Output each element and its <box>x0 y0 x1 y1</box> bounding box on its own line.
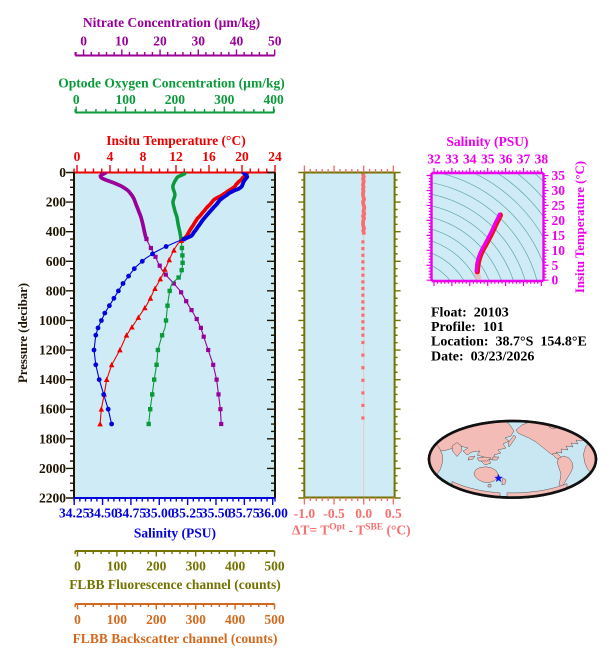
svg-text:Nitrate Concentration (µm/kg): Nitrate Concentration (µm/kg) <box>83 15 260 30</box>
svg-text:400: 400 <box>225 559 246 574</box>
svg-text:800: 800 <box>46 283 67 298</box>
svg-text:33: 33 <box>445 152 459 167</box>
svg-text:20: 20 <box>235 149 249 164</box>
svg-text:Location: 38.7°S 154.8°E: Location: 38.7°S 154.8°E <box>431 335 587 350</box>
svg-text:ΔT= TOpt - TSBE (°C): ΔT= TOpt - TSBE (°C) <box>292 523 411 538</box>
svg-text:12: 12 <box>169 149 183 164</box>
svg-text:Salinity (PSU): Salinity (PSU) <box>446 134 528 149</box>
svg-text:FLBB Fluorescence channel (cou: FLBB Fluorescence channel (counts) <box>69 577 281 592</box>
svg-text:400: 400 <box>263 92 284 107</box>
svg-text:35.75: 35.75 <box>229 506 260 521</box>
svg-text:100: 100 <box>115 92 136 107</box>
svg-text:35: 35 <box>552 168 566 183</box>
svg-text:35.00: 35.00 <box>144 506 175 521</box>
svg-text:36: 36 <box>499 152 513 167</box>
svg-text:5: 5 <box>552 258 559 273</box>
svg-text:35: 35 <box>481 152 495 167</box>
svg-text:0: 0 <box>59 165 66 180</box>
svg-text:20: 20 <box>153 34 167 49</box>
svg-text:24: 24 <box>268 149 282 164</box>
svg-text:100: 100 <box>107 559 128 574</box>
svg-text:1000: 1000 <box>39 313 66 328</box>
svg-text:4: 4 <box>107 149 114 164</box>
svg-text:0.0: 0.0 <box>355 506 372 521</box>
svg-text:0: 0 <box>552 273 559 288</box>
svg-text:500: 500 <box>264 612 285 627</box>
svg-text:FLBB Backscatter channel (coun: FLBB Backscatter channel (counts) <box>73 631 278 646</box>
svg-text:300: 300 <box>186 612 207 627</box>
svg-text:38: 38 <box>535 152 549 167</box>
svg-text:34: 34 <box>463 152 477 167</box>
svg-text:2000: 2000 <box>39 461 66 476</box>
svg-text:10: 10 <box>115 34 129 49</box>
svg-text:1800: 1800 <box>39 431 66 446</box>
svg-text:200: 200 <box>46 195 67 210</box>
svg-text:300: 300 <box>186 559 207 574</box>
svg-text:Optode Oxygen Concentration (µ: Optode Oxygen Concentration (µm/kg) <box>58 76 284 91</box>
svg-text:37: 37 <box>517 152 531 167</box>
svg-text:Profile: 101: Profile: 101 <box>431 320 504 335</box>
svg-text:2200: 2200 <box>39 491 66 506</box>
svg-text:25: 25 <box>552 198 566 213</box>
svg-text:Date: 03/23/2026: Date: 03/23/2026 <box>431 349 534 364</box>
svg-text:35.25: 35.25 <box>172 506 203 521</box>
svg-text:30: 30 <box>552 183 566 198</box>
svg-text:Salinity (PSU): Salinity (PSU) <box>134 526 216 541</box>
svg-text:Pressure (decibar): Pressure (decibar) <box>16 283 30 383</box>
svg-text:30: 30 <box>192 34 206 49</box>
svg-text:Float: 20103: Float: 20103 <box>431 306 509 321</box>
svg-text:0: 0 <box>74 559 81 574</box>
svg-text:0.5: 0.5 <box>385 506 402 521</box>
svg-text:200: 200 <box>165 92 186 107</box>
svg-text:32: 32 <box>427 152 441 167</box>
svg-text:400: 400 <box>46 224 67 239</box>
svg-text:200: 200 <box>146 612 167 627</box>
svg-text:Insitu Temperature (°C): Insitu Temperature (°C) <box>106 133 245 148</box>
svg-text:34.50: 34.50 <box>87 506 118 521</box>
svg-text:34.25: 34.25 <box>59 506 90 521</box>
svg-text:0: 0 <box>80 34 87 49</box>
svg-text:0: 0 <box>73 92 80 107</box>
svg-text:15: 15 <box>552 228 566 243</box>
svg-text:0: 0 <box>74 612 81 627</box>
svg-text:40: 40 <box>230 34 244 49</box>
svg-text:1400: 1400 <box>39 372 66 387</box>
svg-text:34.75: 34.75 <box>116 506 147 521</box>
svg-text:600: 600 <box>46 254 67 269</box>
svg-text:8: 8 <box>140 149 147 164</box>
svg-text:-0.5: -0.5 <box>323 506 345 521</box>
svg-text:35.50: 35.50 <box>201 506 232 521</box>
svg-text:16: 16 <box>202 149 216 164</box>
svg-text:36.00: 36.00 <box>258 506 289 521</box>
svg-text:50: 50 <box>268 34 282 49</box>
svg-text:500: 500 <box>264 559 285 574</box>
svg-text:Insitu Temperature (°C): Insitu Temperature (°C) <box>573 161 587 293</box>
svg-text:20: 20 <box>552 213 566 228</box>
svg-text:-1.0: -1.0 <box>294 506 316 521</box>
svg-text:0: 0 <box>74 149 81 164</box>
svg-text:300: 300 <box>214 92 235 107</box>
svg-text:1600: 1600 <box>39 402 66 417</box>
svg-text:100: 100 <box>107 612 128 627</box>
svg-text:10: 10 <box>552 243 566 258</box>
svg-text:200: 200 <box>146 559 167 574</box>
svg-text:400: 400 <box>225 612 246 627</box>
svg-text:1200: 1200 <box>39 343 66 358</box>
